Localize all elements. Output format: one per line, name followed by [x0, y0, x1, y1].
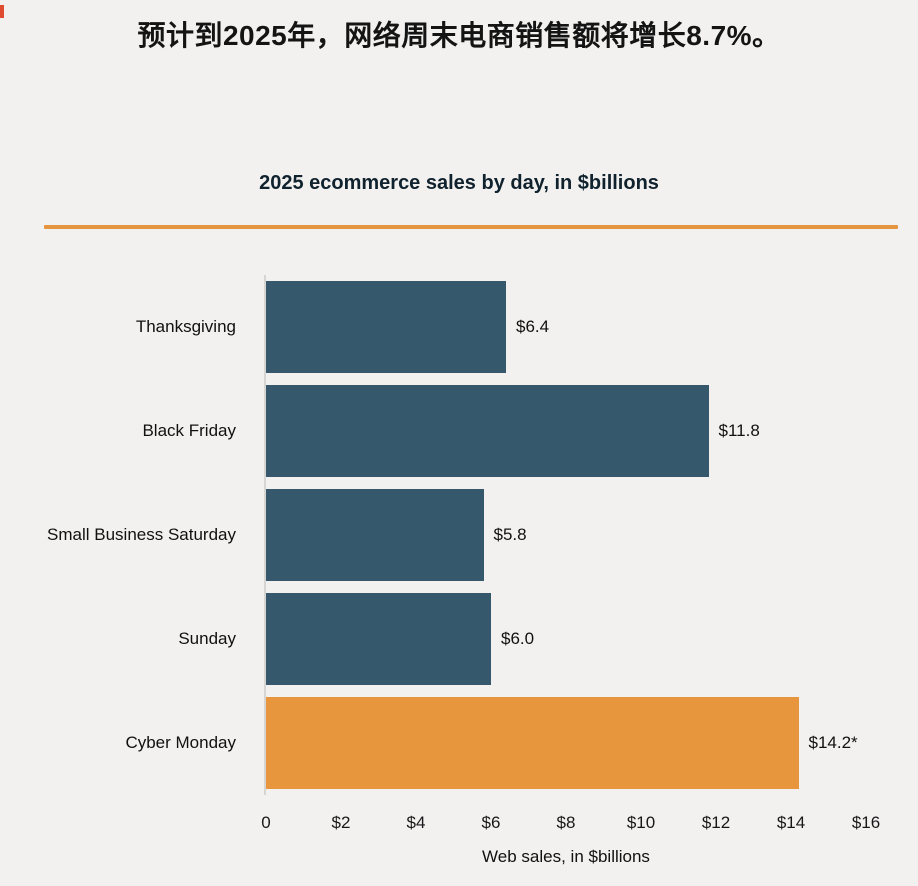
bar-row: Thanksgiving $6.4: [0, 275, 918, 379]
category-label: Small Business Saturday: [47, 525, 236, 544]
page-title: 预计到2025年，网络周末电商销售额将增长8.7%。: [137, 20, 781, 51]
bar-track: $14.2*: [266, 697, 866, 789]
bar-row: Black Friday $11.8: [0, 379, 918, 483]
x-tick-label: $10: [626, 813, 656, 832]
bar: [266, 697, 799, 789]
chart-card: 2025 ecommerce sales by day, in $billion…: [0, 172, 918, 867]
category-label: Black Friday: [142, 421, 236, 440]
x-tick-label: 0: [261, 813, 271, 832]
screen-edge-artifact: [0, 5, 4, 18]
x-tick-label: $14: [776, 813, 806, 832]
chart-rows: Thanksgiving $6.4 Black Friday $11.8 Small B…: [0, 275, 918, 795]
bar: [266, 281, 506, 373]
bar-chart: Thanksgiving $6.4 Black Friday $11.8 Small B…: [0, 275, 918, 867]
category-label: Sunday: [178, 629, 236, 648]
y-axis-line: [264, 275, 266, 795]
bar-row: Sunday $6.0: [0, 587, 918, 691]
chart-title-suffix: in $billions: [548, 172, 659, 194]
accent-divider: [44, 225, 898, 229]
x-axis-ticks: 0 $2 $4 $6 $8 $10 $12 $14 $16: [261, 813, 880, 839]
value-label: $5.8: [493, 525, 527, 544]
x-tick-label: $12: [701, 813, 731, 832]
bar: [266, 593, 491, 685]
value-label: $6.0: [501, 629, 535, 648]
bar-track: $6.4: [266, 281, 866, 373]
x-axis-label: Web sales, in $billions: [482, 847, 650, 866]
bar-row: Cyber Monday $14.2*: [0, 691, 918, 795]
x-tick-label: $6: [481, 813, 501, 832]
bar-track: $5.8: [266, 489, 866, 581]
chart-title-main: 2025 ecommerce sales by day,: [259, 172, 549, 194]
bar-track: $6.0: [266, 593, 866, 685]
x-tick-label: $8: [556, 813, 576, 832]
value-label: $14.2*: [808, 733, 858, 752]
value-label: $11.8: [718, 421, 760, 440]
bar: [266, 385, 709, 477]
x-tick-label: $4: [406, 813, 426, 832]
bar-track: $11.8: [266, 385, 866, 477]
value-label: $6.4: [516, 317, 550, 336]
category-label: Cyber Monday: [125, 733, 236, 752]
category-label: Thanksgiving: [135, 317, 236, 336]
bar: [266, 489, 484, 581]
x-tick-label: $2: [331, 813, 351, 832]
bar-row: Small Business Saturday $5.8: [0, 483, 918, 587]
chart-title: 2025 ecommerce sales by day, in $billion…: [0, 172, 918, 195]
x-tick-label: $16: [851, 813, 881, 832]
